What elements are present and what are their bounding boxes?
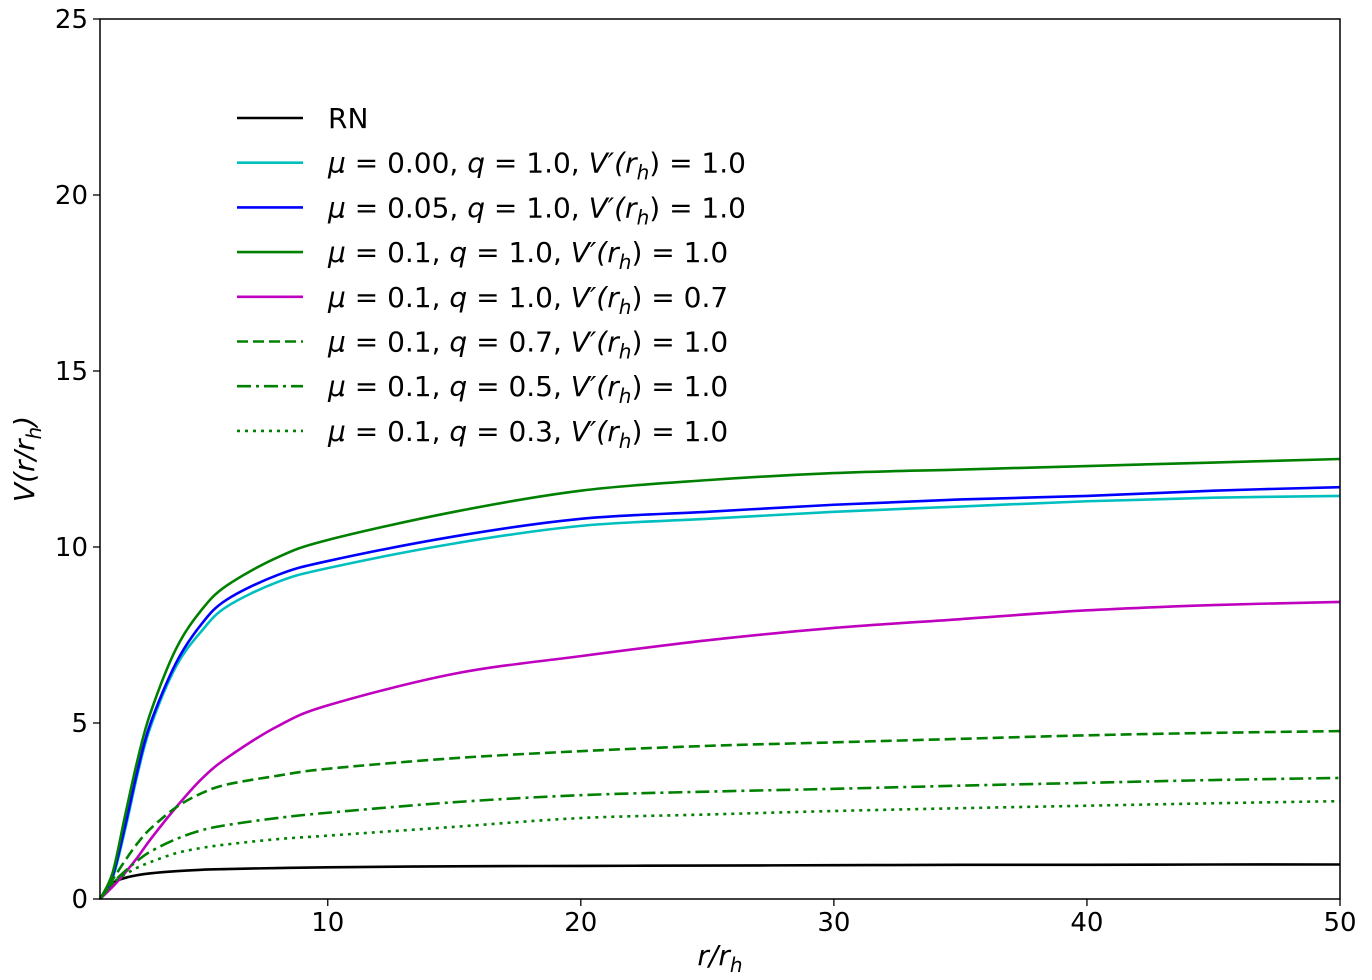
y-tick-label: 15	[55, 357, 88, 387]
axes-frame	[99, 18, 1341, 900]
legend-label: μ = 0.1, q = 0.7, V′(rh) = 1.0	[327, 326, 728, 364]
curve-series-7	[98, 799, 1341, 900]
curve-series-4	[99, 600, 1341, 900]
x-tick-label: 20	[564, 908, 597, 938]
x-tick-label: 50	[1323, 908, 1356, 938]
legend-item: μ = 0.1, q = 0.7, V′(rh) = 1.0	[237, 326, 728, 364]
plot-curves	[98, 457, 1341, 900]
y-tick-label: 0	[71, 885, 88, 915]
curve-series-5	[98, 729, 1341, 900]
curve-rn	[98, 863, 1341, 900]
legend-label: μ = 0.1, q = 0.5, V′(rh) = 1.0	[327, 370, 728, 408]
legend-label: μ = 0.1, q = 1.0, V′(rh) = 1.0	[327, 236, 728, 274]
y-tick-label: 5	[71, 709, 88, 739]
legend-item: μ = 0.00, q = 1.0, V′(rh) = 1.0	[237, 147, 746, 185]
legend-item: μ = 0.1, q = 0.5, V′(rh) = 1.0	[237, 370, 728, 408]
legend-label: μ = 0.05, q = 1.0, V′(rh) = 1.0	[327, 191, 746, 229]
legend-item: μ = 0.05, q = 1.0, V′(rh) = 1.0	[237, 191, 746, 229]
x-axis-ticks: 10 20 30 40 50	[311, 899, 1357, 938]
x-axis-label: r/rh	[697, 939, 742, 977]
svg-text:V(r/rh): V(r/rh)	[8, 416, 46, 502]
y-axis-ticks: 0 5 10 15 20 25	[55, 5, 100, 915]
y-tick-label: 25	[55, 5, 88, 35]
curve-series-3	[98, 457, 1341, 900]
x-tick-label: 30	[817, 908, 850, 938]
x-tick-label: 40	[1070, 908, 1103, 938]
legend-label: μ = 0.1, q = 0.3, V′(rh) = 1.0	[327, 415, 728, 453]
legend-item: μ = 0.1, q = 1.0, V′(rh) = 1.0	[237, 236, 728, 274]
x-tick-label: 10	[311, 908, 344, 938]
y-tick-label: 10	[55, 533, 88, 563]
legend-item: RN	[237, 102, 368, 135]
legend-item: μ = 0.1, q = 0.3, V′(rh) = 1.0	[237, 415, 728, 453]
legend-label: μ = 0.00, q = 1.0, V′(rh) = 1.0	[327, 147, 746, 185]
legend-label: RN	[328, 102, 368, 135]
y-tick-label: 20	[55, 181, 88, 211]
curve-series-6	[98, 776, 1341, 900]
curve-series-2	[98, 485, 1341, 900]
legend: RN μ = 0.00, q = 1.0, V′(rh) = 1.0 μ = 0.0…	[237, 102, 746, 453]
legend-item: μ = 0.1, q = 1.0, V′(rh) = 0.7	[237, 281, 728, 319]
legend-label: μ = 0.1, q = 1.0, V′(rh) = 0.7	[327, 281, 728, 319]
y-axis-label: V(r/rh)	[8, 416, 46, 502]
